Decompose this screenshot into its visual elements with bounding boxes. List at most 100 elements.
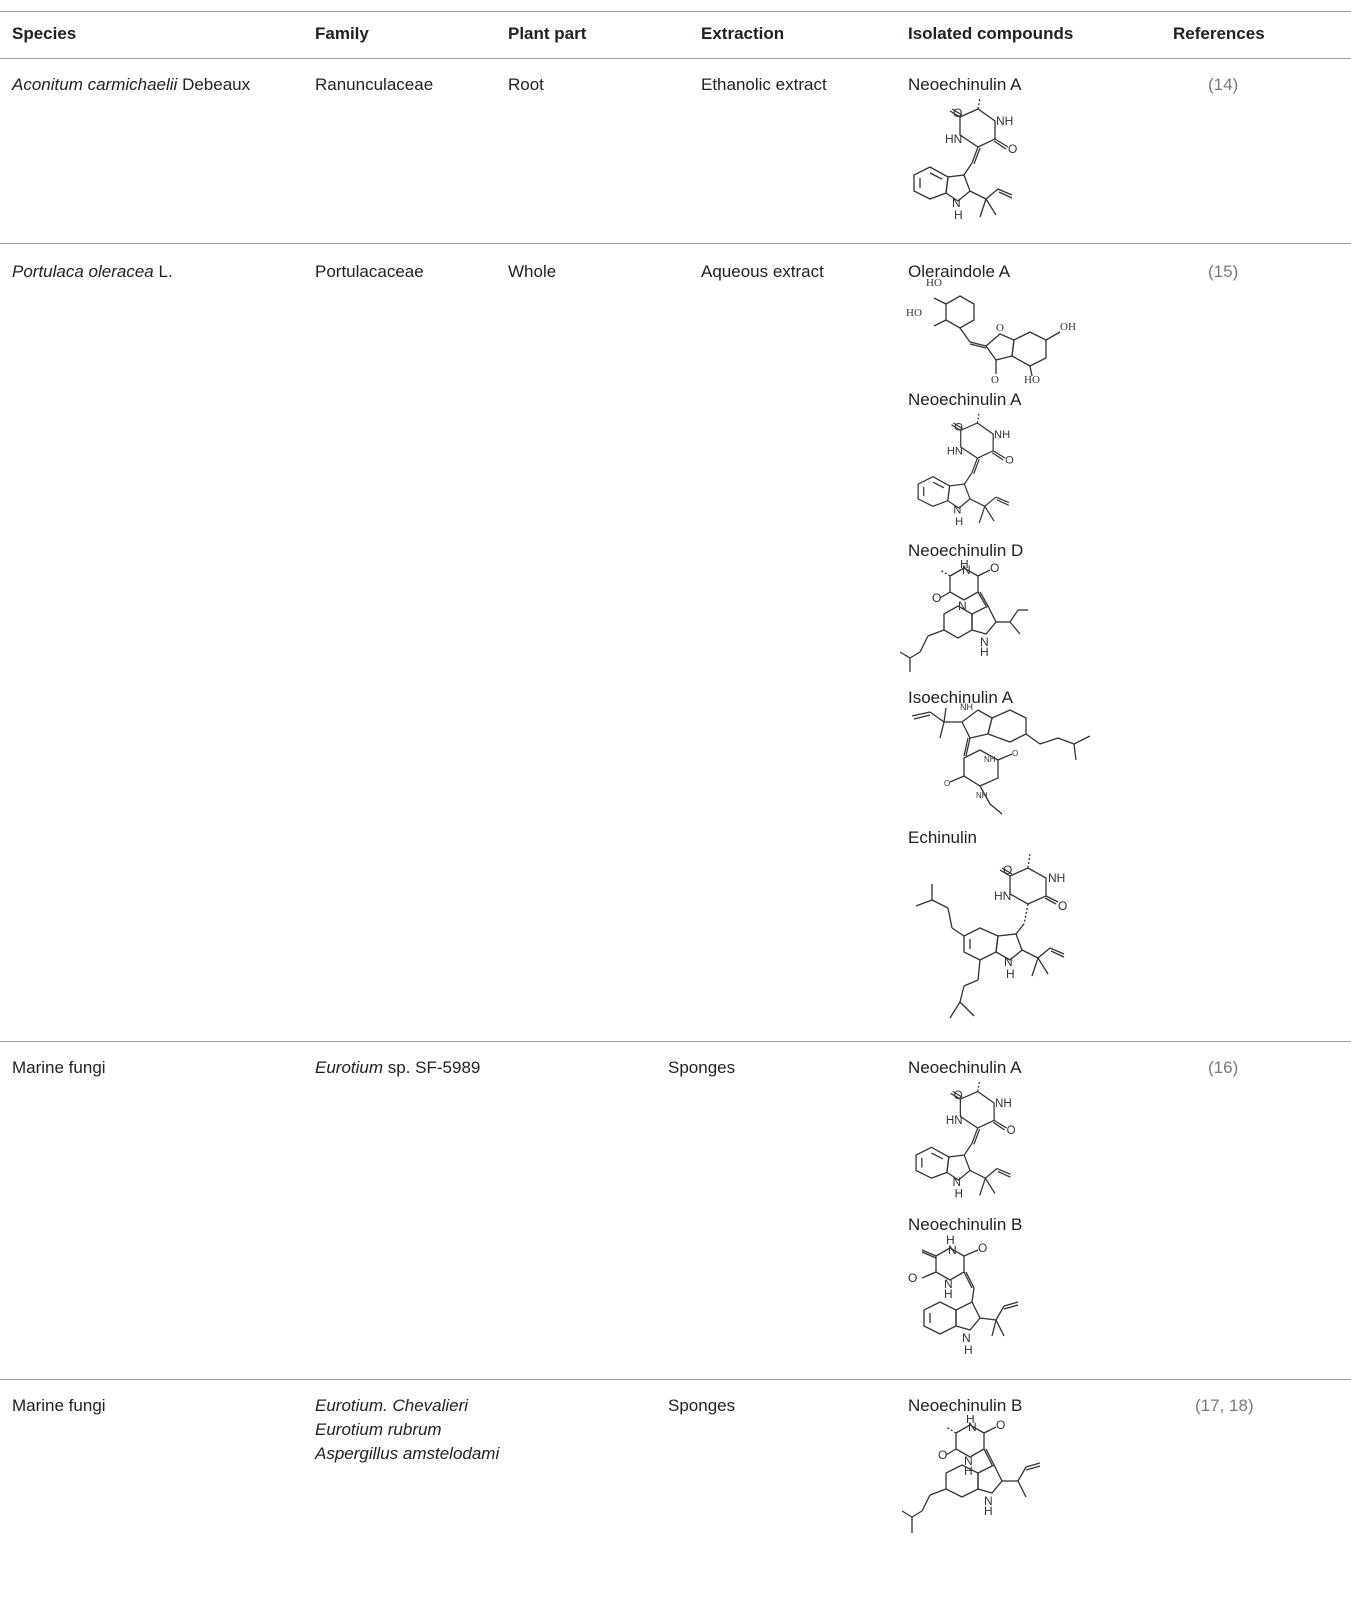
svg-text:O: O	[932, 591, 941, 605]
family-line: Eurotium rubrum	[315, 1420, 442, 1439]
svg-text:O: O	[1008, 142, 1017, 156]
svg-text:H: H	[955, 1188, 963, 1200]
svg-text:H: H	[955, 516, 963, 528]
species-cell: Portulaca oleracea L.	[12, 262, 173, 282]
svg-text:H: H	[1006, 967, 1015, 981]
svg-text:O: O	[990, 561, 999, 575]
header-extraction: Extraction	[701, 24, 785, 43]
reference-link[interactable]: 17	[1200, 1396, 1220, 1415]
reference-cell: (15)	[1208, 262, 1239, 281]
svg-text:O: O	[954, 1090, 963, 1102]
svg-text:N: N	[964, 1454, 973, 1468]
svg-text:NH: NH	[1048, 871, 1065, 885]
header-rule	[0, 58, 1351, 59]
reference-link[interactable]: 16	[1213, 1058, 1233, 1077]
svg-text:NH: NH	[995, 1098, 1012, 1110]
svg-text:O: O	[996, 322, 1004, 334]
svg-text:N: N	[953, 505, 961, 517]
compound-name: Neoechinulin B	[908, 1396, 1023, 1415]
row-divider	[0, 1379, 1351, 1380]
svg-text:HO: HO	[906, 307, 922, 319]
species-cell: Aconitum carmichaelii Debeaux	[12, 75, 250, 95]
plant-part-cell: Root	[508, 75, 544, 94]
reference-link[interactable]: 18	[1229, 1396, 1248, 1415]
svg-text:H: H	[944, 1287, 953, 1301]
family-rest: sp. SF-5989	[383, 1058, 481, 1077]
svg-text:H: H	[984, 1504, 993, 1518]
svg-text:NH: NH	[976, 791, 988, 800]
compound-name: Neoechinulin A	[908, 75, 1022, 94]
family-line: Aspergillus amstelodami	[315, 1444, 500, 1463]
reference-link[interactable]: 14	[1213, 75, 1233, 94]
neoechinulin-b-structure: H N O O N H N H	[908, 1233, 1019, 1357]
svg-text:O: O	[1007, 1125, 1016, 1137]
svg-text:H: H	[964, 1464, 973, 1478]
svg-text:N: N	[953, 1177, 961, 1189]
extraction-cell: Aqueous extract	[701, 262, 824, 281]
reference-cell: (17, 18)	[1195, 1396, 1254, 1415]
family-cell: Eurotium. Chevalieri	[315, 1396, 468, 1416]
svg-text:N: N	[1004, 955, 1013, 969]
header-isolated-compounds: Isolated compounds	[908, 24, 1074, 43]
compound-name: Neoechinulin D	[908, 541, 1024, 560]
svg-text:NH: NH	[996, 114, 1013, 128]
plant-part-cell: Sponges	[668, 1396, 736, 1415]
isoechinulin-a-structure: NH NH O O NH	[911, 702, 1091, 815]
neoechinulin-a-structure: O NH HN O N H	[915, 1079, 1016, 1200]
svg-text:O: O	[996, 1418, 1005, 1432]
svg-text:O: O	[953, 106, 962, 120]
svg-text:HO: HO	[926, 277, 942, 289]
family-italic: Eurotium	[315, 1058, 384, 1077]
svg-text:HN: HN	[945, 132, 962, 146]
svg-text:N: N	[958, 599, 967, 613]
header-plant-part: Plant part	[508, 24, 587, 43]
species-cell: Marine fungi	[12, 1058, 106, 1077]
echinulin-structure: O NH HN O N H	[915, 853, 1067, 1019]
plant-part-cell: Whole	[508, 262, 557, 281]
family-line: Eurotium. Chevalieri	[315, 1396, 469, 1415]
svg-text:N: N	[968, 1420, 977, 1434]
compound-name: Echinulin	[908, 828, 977, 847]
svg-text:N: N	[980, 635, 989, 649]
svg-text:O: O	[1058, 899, 1067, 913]
reference-cell: (16)	[1208, 1058, 1239, 1077]
svg-text:O: O	[944, 779, 950, 788]
svg-text:H: H	[946, 1233, 955, 1247]
svg-text:H: H	[964, 1343, 973, 1357]
row-divider	[0, 243, 1351, 244]
svg-text:N: N	[952, 196, 961, 210]
svg-text:N: N	[944, 1277, 953, 1291]
compound-name: Neoechinulin B	[908, 1215, 1023, 1234]
svg-text:NH: NH	[960, 702, 973, 712]
extraction-cell: Ethanolic extract	[701, 75, 827, 94]
svg-text:NH: NH	[994, 429, 1010, 441]
svg-text:O: O	[1003, 863, 1012, 877]
header-references: References	[1173, 24, 1265, 43]
svg-text:O: O	[978, 1241, 987, 1255]
svg-text:HO: HO	[1024, 374, 1040, 384]
compound-name: Oleraindole A	[908, 262, 1011, 281]
family-cell: Portulacaceae	[315, 262, 424, 281]
oleraindole-a-structure: HO HO O OH O HO	[906, 277, 1076, 384]
compound-name: Neoechinulin A	[908, 390, 1022, 409]
svg-text:HN: HN	[946, 1115, 963, 1127]
svg-text:H: H	[960, 560, 969, 571]
family-cell: Eurotium rubrum	[315, 1420, 442, 1440]
svg-text:N: N	[984, 1494, 993, 1508]
svg-text:NH: NH	[984, 755, 996, 764]
svg-text:N: N	[962, 563, 971, 577]
header-species: Species	[12, 24, 77, 43]
reference-cell: (14)	[1208, 75, 1239, 94]
header-family: Family	[315, 24, 369, 43]
svg-text:H: H	[966, 1415, 975, 1426]
neoechinulin-d-structure: H N O O N N H	[900, 560, 1028, 672]
svg-text:O: O	[954, 421, 963, 433]
neoechinulin-a-structure: O NH HN O N H	[913, 96, 1017, 222]
svg-text:HN: HN	[947, 445, 963, 457]
svg-text:H: H	[954, 208, 963, 222]
reference-link[interactable]: 15	[1213, 262, 1233, 281]
svg-text:H: H	[980, 645, 989, 659]
species-author: Debeaux	[177, 75, 251, 94]
compound-name: Neoechinulin A	[908, 1058, 1022, 1077]
